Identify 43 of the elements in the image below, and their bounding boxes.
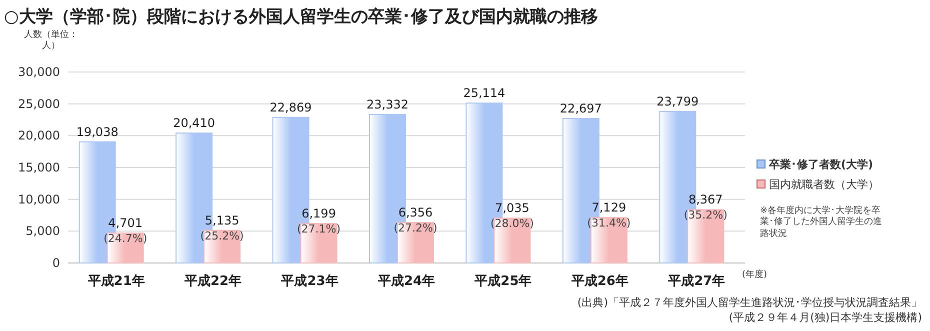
x-tick-label: 平成21年 — [86, 274, 145, 289]
data-label: 6,199 — [302, 206, 336, 221]
y-tick-label: 10,000 — [18, 192, 60, 206]
y-tick-label: 25,000 — [18, 96, 60, 111]
data-label: 23,332 — [366, 97, 408, 112]
annotation: (35.2%) — [684, 208, 728, 222]
legend-item: 卒業･修了者数(大学) — [756, 158, 874, 171]
data-label: 6,356 — [398, 206, 433, 220]
annotation: (25.2%) — [200, 229, 244, 242]
data-label: 25,114 — [463, 86, 506, 100]
data-label: 22,869 — [270, 100, 312, 114]
data-label: 23,799 — [656, 94, 699, 108]
data-label: 20,410 — [173, 116, 216, 130]
text: ※各年度内に大学･大学院を卒業･修了した外国人留学生の進路状況 — [760, 206, 883, 240]
data-label: 5,135 — [204, 213, 240, 228]
x-tick-label: 平成27年 — [667, 274, 726, 289]
y-axis-title: 人数（単位：人） — [23, 30, 79, 52]
text: (出典)「平成２７年度外国人留学生進路状況･学位授与状況調査結果」 — [577, 296, 922, 309]
x-axis-title: (年度) — [742, 269, 768, 280]
x-tick-label: 平成24年 — [376, 274, 436, 289]
annotation: (27.1%) — [297, 222, 341, 236]
annotation: (24.7%) — [104, 232, 148, 246]
y-tick-label: 5,000 — [26, 224, 60, 238]
annotation: (28.0%) — [490, 217, 534, 230]
y-tick-label: 30,000 — [18, 65, 60, 79]
y-tick-label: 20,000 — [18, 128, 60, 143]
data-label: 7,129 — [592, 200, 626, 215]
data-label: 8,367 — [688, 192, 723, 207]
x-tick-label: 平成26年 — [570, 274, 628, 289]
data-label: 19,038 — [76, 124, 118, 139]
x-tick-label: 平成22年 — [184, 274, 242, 289]
y-tick-label: 0 — [52, 256, 60, 270]
x-tick-label: 平成25年 — [474, 274, 532, 289]
text: (平成２９年４月(独)日本学生支援機構) — [728, 311, 922, 324]
x-tick-label: 平成23年 — [280, 274, 338, 289]
annotation: (27.2%) — [394, 222, 438, 235]
data-label: 22,697 — [560, 101, 602, 116]
data-label: 4,701 — [108, 216, 143, 230]
y-tick-label: 15,000 — [18, 160, 60, 174]
annotation: (31.4%) — [587, 216, 631, 230]
chart-title: ○大学（学部･院）段階における外国人留学生の卒業･修了及び国内就職の推移 — [4, 7, 598, 27]
data-label: 7,035 — [495, 201, 530, 216]
legend-item: 国内就職者数（大学） — [756, 178, 879, 191]
